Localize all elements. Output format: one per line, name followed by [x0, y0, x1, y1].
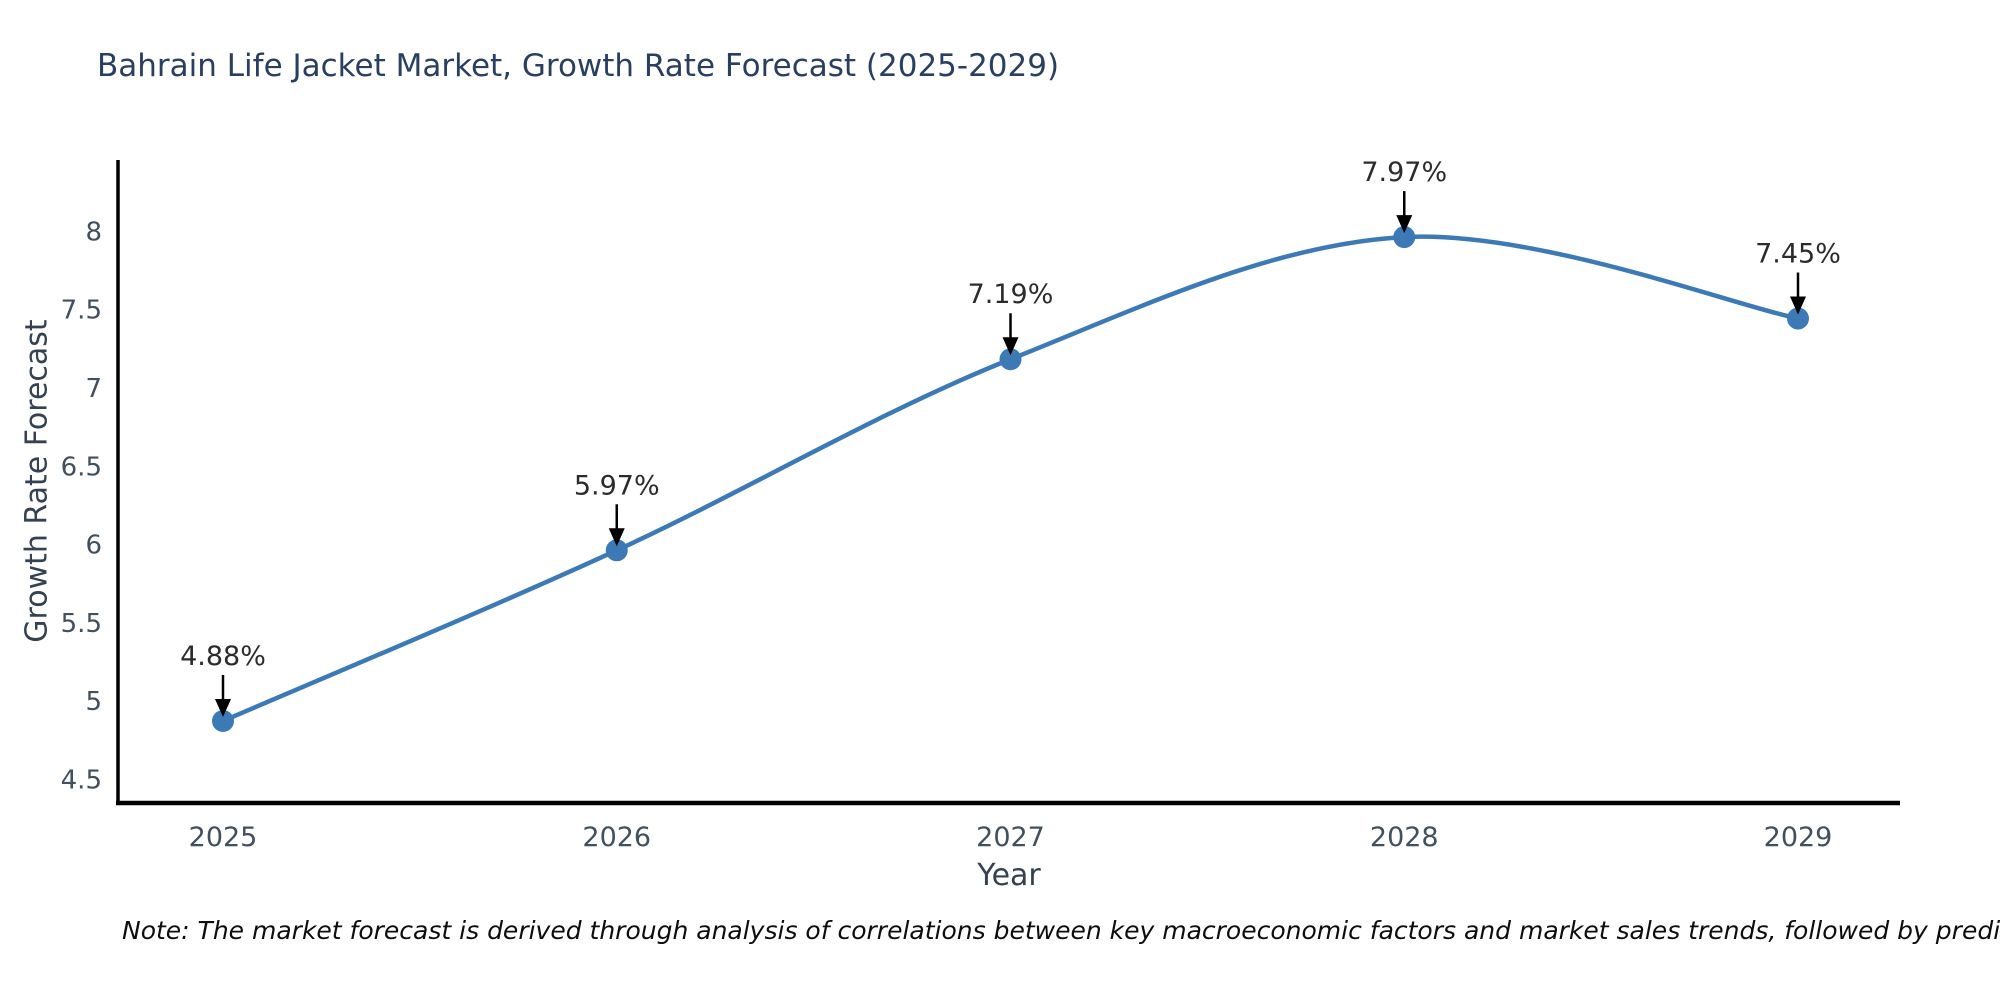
- annotation-label: 4.88%: [180, 641, 266, 672]
- annotation-label: 7.19%: [968, 279, 1054, 310]
- y-tick-label: 6.5: [61, 452, 102, 482]
- annotation-arrowhead: [1790, 296, 1806, 315]
- chart-title: Bahrain Life Jacket Market, Growth Rate …: [97, 48, 1060, 84]
- x-tick-label: 2027: [976, 822, 1045, 853]
- x-tick-label: 2028: [1370, 822, 1439, 853]
- y-axis-label: Growth Rate Forecast: [19, 319, 55, 643]
- x-tick-label: 2026: [582, 822, 651, 853]
- y-tick-label: 8: [85, 217, 102, 247]
- data-point-marker: [212, 709, 234, 732]
- annotation-arrowhead: [215, 698, 231, 717]
- data-point-marker: [1787, 307, 1809, 330]
- data-point-marker: [1393, 226, 1416, 249]
- data-point-marker: [605, 539, 628, 562]
- y-tick-label: 5: [85, 687, 102, 717]
- y-tick-label: 7.5: [61, 296, 102, 326]
- y-tick-label: 5.5: [61, 609, 102, 639]
- x-axis-label: Year: [977, 858, 1041, 893]
- y-tick-label: 6: [85, 531, 102, 561]
- x-tick-label: 2029: [1764, 822, 1833, 853]
- annotation-label: 5.97%: [574, 470, 660, 501]
- footnote-text: Note: The market forecast is derived thr…: [122, 916, 2000, 945]
- annotation-label: 7.45%: [1755, 239, 1841, 270]
- x-tick-label: 2025: [189, 822, 258, 853]
- annotation-arrowhead: [1002, 337, 1019, 356]
- annotation-arrowhead: [608, 528, 625, 547]
- annotation-arrowhead: [1396, 215, 1413, 234]
- annotation-label: 7.97%: [1361, 157, 1447, 188]
- y-tick-label: 4.5: [61, 766, 102, 796]
- data-point-marker: [999, 348, 1022, 371]
- y-tick-label: 7: [85, 374, 102, 404]
